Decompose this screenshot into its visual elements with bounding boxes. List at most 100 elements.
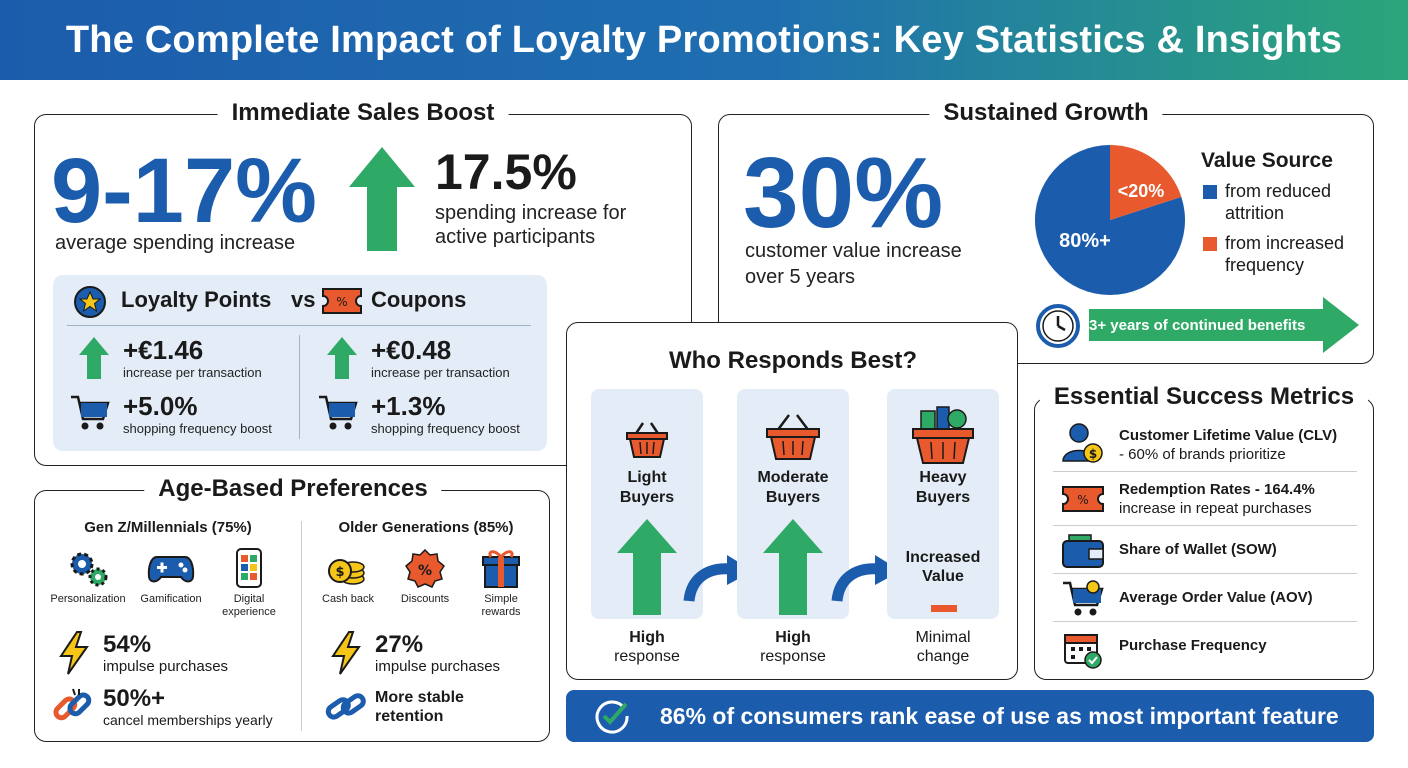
gift-icon: [482, 550, 520, 588]
coupons-frequency-value: +1.3%: [371, 391, 446, 421]
compare-divider-v: [299, 335, 300, 439]
points-transaction-label: increase per transaction: [123, 365, 262, 380]
immediate-sales-title: Immediate Sales Boost: [217, 99, 509, 127]
gen-z-impulse-label: impulse purchases: [103, 658, 229, 675]
legend-title: Value Source: [1201, 149, 1333, 172]
older-retention-2: retention: [375, 708, 444, 725]
points-frequency-value: +5.0%: [123, 391, 198, 421]
shopping-cart-icon: [1063, 580, 1104, 616]
basket-icon: [766, 414, 820, 460]
legend-label-1a: from reduced: [1225, 181, 1332, 201]
up-arrow-icon: [327, 337, 357, 379]
immediate-sales-panel: Immediate Sales Boost 9-17% average spen…: [34, 99, 692, 466]
customer-value-increase: 30%: [743, 137, 944, 249]
gears-icon: [70, 552, 108, 587]
coupons-title: Coupons: [371, 287, 467, 312]
star-badge-icon: [74, 286, 106, 318]
spending-range-label: average spending increase: [55, 232, 296, 254]
benefits-banner-text: 3+ years of continued benefits: [1089, 317, 1306, 334]
points-frequency-label: shopping frequency boost: [123, 421, 272, 436]
legend-label-2b: frequency: [1225, 255, 1305, 275]
sustained-growth-panel: Sustained Growth 30% customer value incr…: [718, 99, 1374, 364]
basket-icon: [626, 422, 668, 458]
coupon-icon: %: [1062, 486, 1104, 512]
metric-clv-line-2: - 60% of brands prioritize: [1119, 446, 1286, 463]
success-metrics-title: Essential Success Metrics: [1039, 383, 1369, 411]
loyalty-points-title: Loyalty Points: [121, 287, 272, 312]
clock-icon: [1036, 304, 1080, 348]
shopping-cart-icon: [319, 395, 358, 430]
page-header: The Complete Impact of Loyalty Promotion…: [0, 0, 1408, 80]
compare-divider-h: [67, 325, 531, 326]
age-divider: [301, 521, 302, 731]
simple-rewards-label-2: rewards: [481, 606, 521, 618]
older-impulse-label: impulse purchases: [375, 658, 501, 675]
heavy-buyers-label-2: Buyers: [915, 489, 971, 506]
ease-of-use-banner: 86% of consumers rank ease of use as mos…: [566, 690, 1374, 742]
gen-z-title: Gen Z/Millennials (75%): [84, 519, 252, 536]
moderate-response-1: High: [775, 629, 811, 646]
discounts-label: Discounts: [400, 593, 450, 605]
customer-value-label-1: customer value increase: [745, 240, 962, 262]
gen-z-impulse-value: 54%: [103, 631, 152, 658]
svg-text:%: %: [336, 295, 347, 309]
who-responds-panel: Who Responds Best? Light Buyers High res…: [566, 322, 1018, 680]
coupons-transaction-label: increase per transaction: [371, 365, 510, 380]
metric-divider: [1053, 621, 1357, 622]
light-buyers-label-1: Light: [627, 469, 667, 486]
age-preferences-title: Age-Based Preferences: [144, 475, 442, 503]
pie-label-minor: <20%: [1118, 181, 1165, 201]
lightning-icon: [59, 631, 89, 675]
digital-experience-label-2: experience: [222, 606, 276, 618]
metric-divider: [1053, 471, 1357, 472]
customer-value-label-2: over 5 years: [745, 266, 856, 288]
spending-range-value: 9-17%: [51, 140, 317, 242]
points-transaction-value: +€1.46: [123, 335, 204, 365]
moderate-buyers-label-1: Moderate: [757, 469, 829, 486]
light-response-2: response: [614, 648, 680, 665]
lightning-icon: [331, 631, 361, 675]
personalization-label: Personalization: [50, 593, 126, 605]
active-participants-value: 17.5%: [435, 144, 577, 200]
legend-label-2a: from increased: [1225, 233, 1345, 253]
moderate-buyers-label-2: Buyers: [765, 489, 821, 506]
gamification-label: Gamification: [140, 593, 202, 605]
pie-slice-increased-frequency: [1110, 145, 1182, 220]
svg-text:$: $: [1089, 447, 1097, 461]
who-responds-title: Who Responds Best?: [668, 347, 917, 374]
metric-purchase-frequency: Purchase Frequency: [1119, 637, 1267, 654]
pie-label-major: 80%+: [1059, 230, 1111, 252]
smartphone-icon: [236, 548, 262, 588]
gen-z-cancel-label: cancel memberships yearly: [103, 712, 273, 728]
older-gen-title: Older Generations (85%): [338, 519, 514, 536]
flat-change-bar: [931, 605, 957, 612]
value-source-pie-chart: 80%+ <20%: [1035, 145, 1185, 295]
active-participants-label-1: spending increase for: [435, 202, 627, 224]
vs-label: vs: [291, 287, 316, 312]
link-icon: [325, 693, 366, 720]
check-circle-icon: [595, 700, 629, 734]
light-buyers-label-2: Buyers: [619, 489, 675, 506]
broken-link-icon: [53, 688, 92, 721]
heavy-buyers-label-1: Heavy: [919, 469, 967, 486]
up-arrow-icon: [763, 519, 823, 615]
up-arrow-icon: [349, 147, 415, 251]
cash-back-label: Cash back: [322, 593, 374, 605]
success-metrics-panel: Essential Success Metrics $ Customer Lif…: [1034, 383, 1374, 680]
moderate-response-2: response: [760, 648, 826, 665]
legend-swatch-blue: [1203, 185, 1217, 199]
svg-text:%: %: [418, 563, 432, 579]
coins-icon: $: [328, 559, 365, 585]
heavy-increased-value-2: Value: [922, 568, 964, 585]
coupon-icon: %: [322, 288, 362, 314]
simple-rewards-label-1: Simple: [484, 593, 518, 605]
coupons-transaction-value: +€0.48: [371, 335, 452, 365]
up-arrow-icon: [617, 519, 677, 615]
metric-aov: Average Order Value (AOV): [1119, 589, 1313, 606]
older-retention-1: More stable: [375, 689, 464, 706]
svg-text:$: $: [335, 565, 344, 580]
gen-z-cancel-value: 50%+: [103, 685, 166, 712]
shopping-cart-icon: [71, 395, 110, 430]
light-response-1: High: [629, 629, 665, 646]
legend-swatch-orange: [1203, 237, 1217, 251]
